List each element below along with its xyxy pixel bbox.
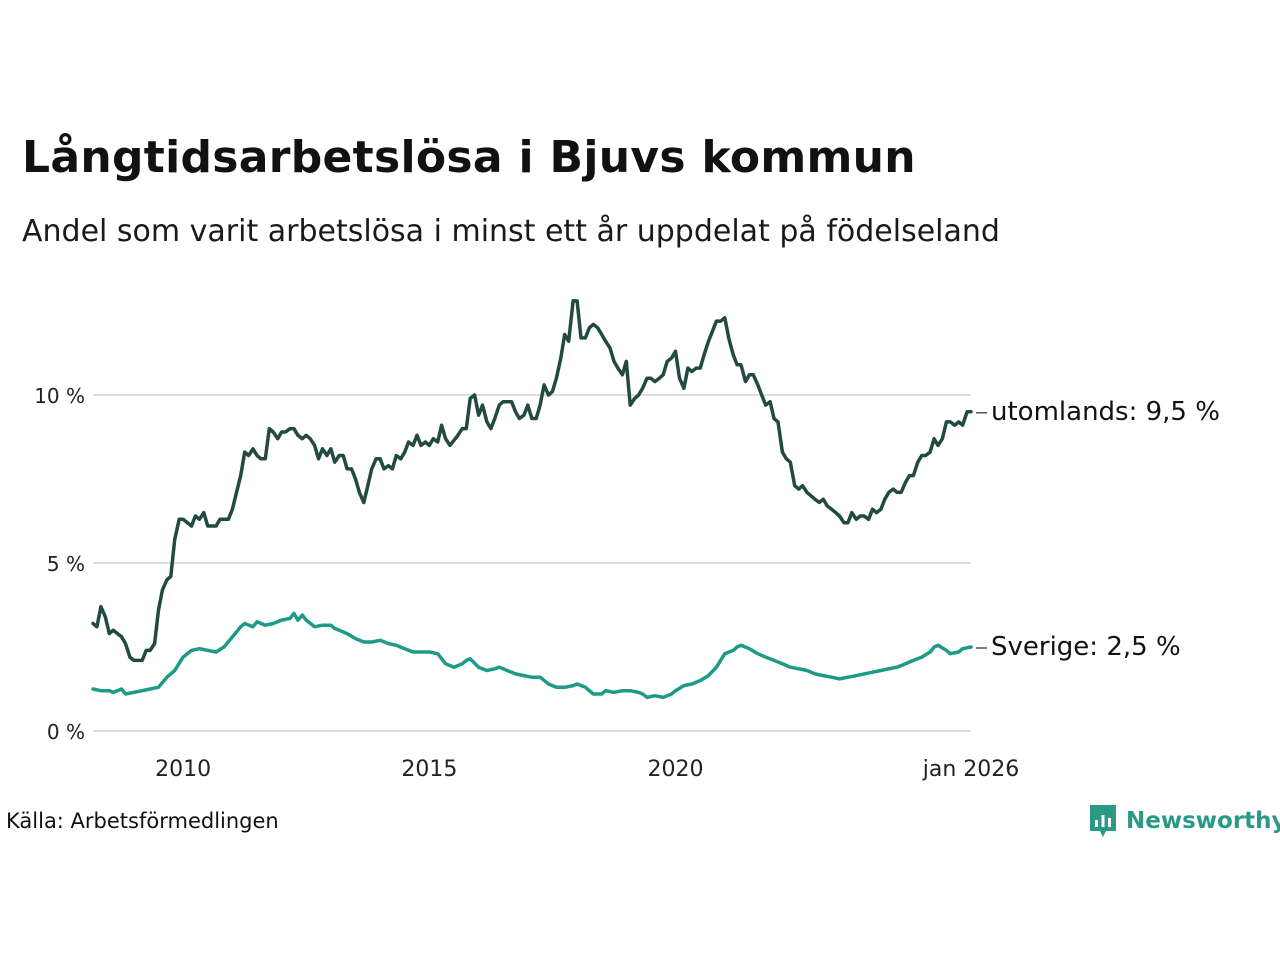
x-tick-label: 2010 <box>155 757 211 782</box>
bar-chart-speech-bubble-icon <box>1090 805 1116 837</box>
chart-subtitle: Andel som varit arbetslösa i minst ett å… <box>22 214 1000 249</box>
series-line-utomlands <box>91 299 973 663</box>
y-tick-label: 10 % <box>34 384 85 408</box>
y-tick-label: 5 % <box>47 552 85 576</box>
y-tick-label: 0 % <box>47 720 85 744</box>
brand-name: Newsworthy <box>1126 808 1280 834</box>
y-axis: 0 % 5 % 10 % <box>34 384 85 744</box>
source-note: Källa: Arbetsförmedlingen <box>6 809 279 833</box>
series-end-labels: utomlands: 9,5 % Sverige: 2,5 % <box>976 397 1220 662</box>
x-axis: 2010 2015 2020 jan 2026 <box>155 757 1019 782</box>
series-lines <box>91 299 973 700</box>
gridlines <box>93 394 971 732</box>
chart-title: Långtidsarbetslösa i Bjuvs kommun <box>22 132 916 183</box>
series-end-label-utomlands: utomlands: 9,5 % <box>991 397 1220 427</box>
brand-logo: Newsworthy <box>1088 803 1280 839</box>
x-tick-label: 2015 <box>401 757 457 782</box>
x-tick-label: jan 2026 <box>922 757 1020 782</box>
series-line-sverige <box>91 611 973 700</box>
series-end-label-sverige: Sverige: 2,5 % <box>991 632 1181 662</box>
x-tick-label: 2020 <box>648 757 704 782</box>
